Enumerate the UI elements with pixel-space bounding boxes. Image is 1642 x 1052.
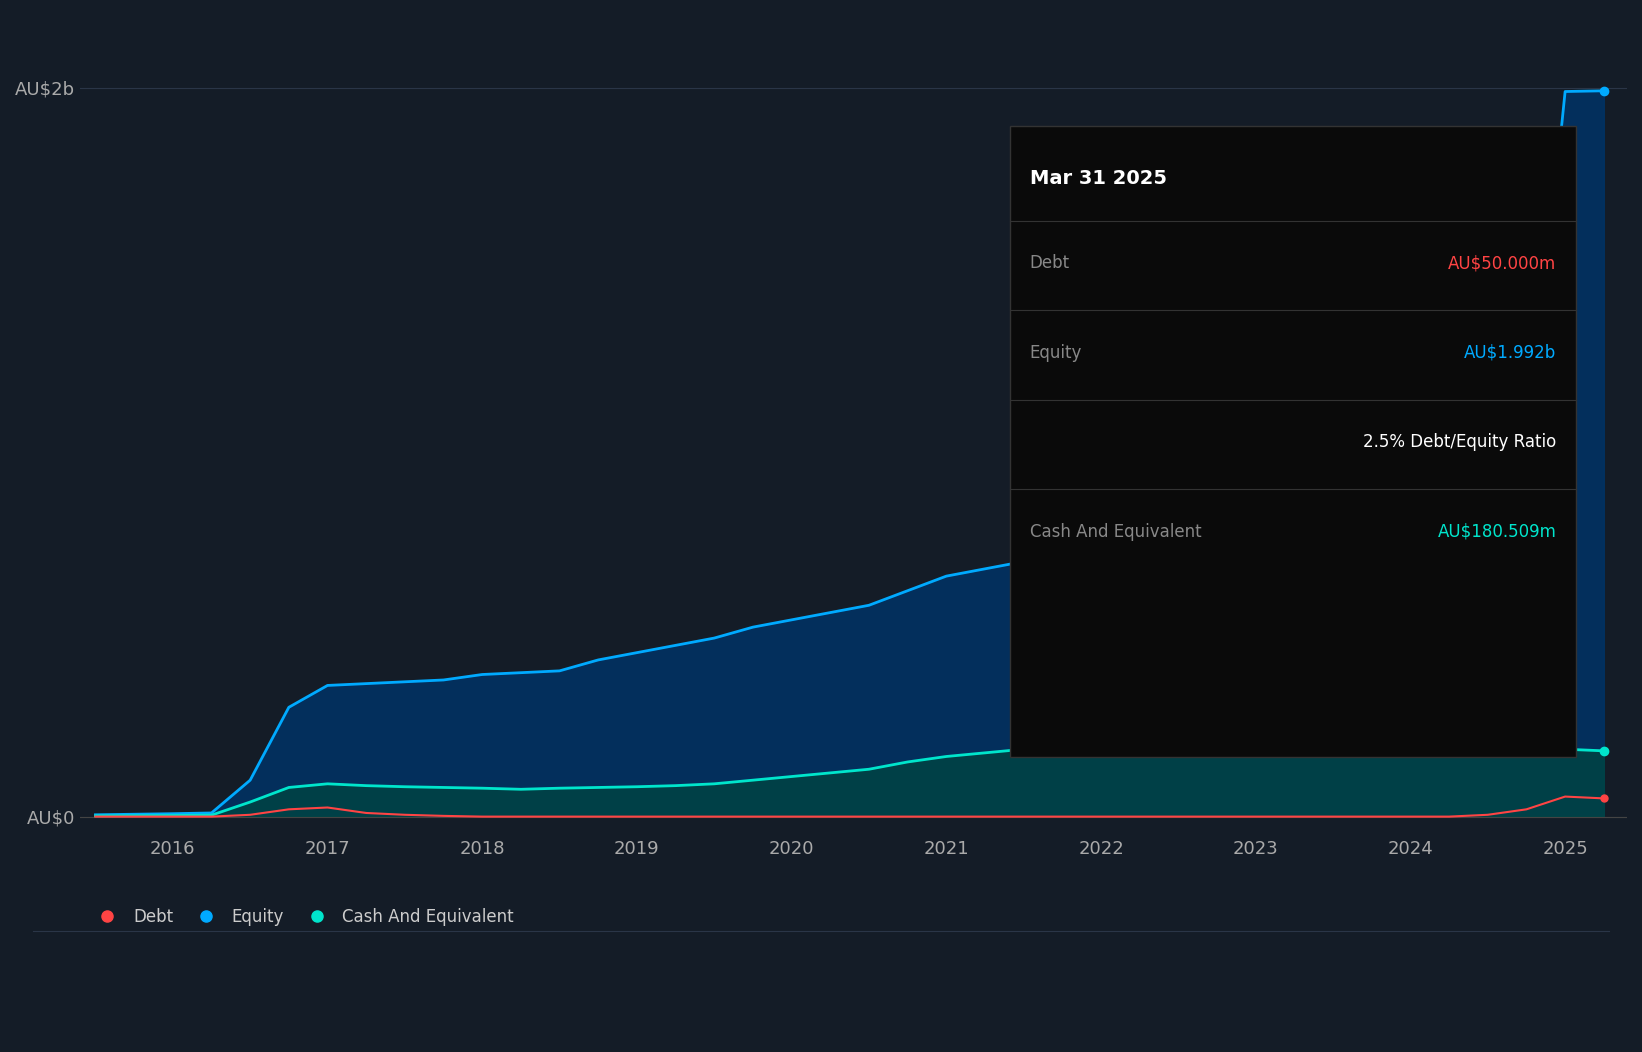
Text: AU$180.509m: AU$180.509m xyxy=(1438,523,1557,541)
Text: 2.5% Debt/Equity Ratio: 2.5% Debt/Equity Ratio xyxy=(1363,433,1557,451)
Text: AU$1.992b: AU$1.992b xyxy=(1465,344,1557,362)
Text: Mar 31 2025: Mar 31 2025 xyxy=(1030,169,1166,188)
Legend: Debt, Equity, Cash And Equivalent: Debt, Equity, Cash And Equivalent xyxy=(89,902,521,933)
Text: Debt: Debt xyxy=(1030,255,1069,272)
Text: Equity: Equity xyxy=(1030,344,1082,362)
Text: Cash And Equivalent: Cash And Equivalent xyxy=(1030,523,1202,541)
Text: AU$50.000m: AU$50.000m xyxy=(1448,255,1557,272)
